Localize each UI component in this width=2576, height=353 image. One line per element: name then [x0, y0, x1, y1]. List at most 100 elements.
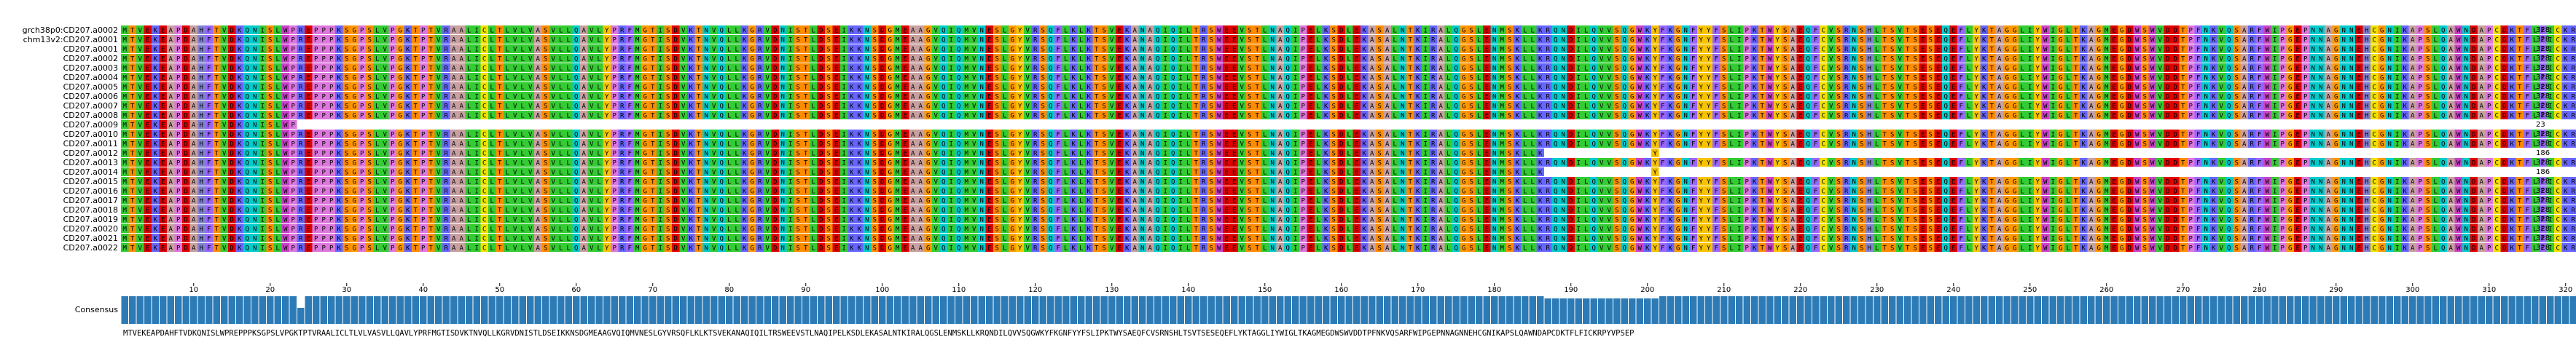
residue-letter: K: [154, 47, 158, 54]
residue-letter: F: [2526, 37, 2529, 44]
residue-letter: M: [1500, 66, 1505, 73]
residue-letter: L: [1263, 47, 1267, 54]
residue-letter: T: [1761, 66, 1765, 73]
residue-letter: T: [1194, 66, 1199, 73]
residue-letter: A: [582, 66, 587, 73]
residue-letter: N: [980, 47, 984, 54]
residue-letter: A: [582, 47, 587, 54]
residue-letter: V: [934, 94, 939, 101]
residue-letter: G: [2288, 84, 2292, 92]
residue-letter: F: [1715, 28, 1718, 35]
residue-letter: T: [498, 66, 502, 73]
residue-letter: L: [1317, 37, 1320, 44]
residue-letter: K: [2212, 37, 2216, 44]
residue-letter: I: [2395, 47, 2399, 54]
residue-letter: F: [1960, 47, 1963, 54]
residue-letter: F: [1691, 47, 1695, 54]
residue-letter: S: [1890, 84, 1894, 92]
residue-letter: Y: [1776, 37, 1780, 44]
residue-letter: S: [1929, 84, 1933, 92]
residue-letter: V: [436, 94, 441, 101]
residue-letter: G: [1011, 94, 1014, 101]
residue-letter: K: [689, 37, 694, 44]
residue-letter: S: [1210, 66, 1213, 73]
residue-letter: G: [2097, 28, 2101, 35]
residue-letter: T: [804, 37, 808, 44]
residue-letter: P: [2419, 75, 2423, 82]
residue-letter: M: [635, 47, 640, 54]
residue-letter: L: [276, 75, 280, 82]
residue-letter: Q: [574, 47, 578, 54]
residue-letter: L: [735, 75, 739, 82]
residue-letter: L: [559, 28, 563, 35]
sequence-row[interactable]: MTVEKEAPDAHFTVDKQNISLWPREPPPKSGPSLVPGKTP…: [121, 73, 2576, 82]
residue-letter: V: [1600, 94, 1604, 101]
residue-letter: S: [1470, 66, 1473, 73]
residue-letter: K: [743, 84, 747, 92]
residue-letter: S: [1783, 66, 1787, 73]
residue-letter: Q: [1592, 84, 1596, 92]
residue-letter: G: [1011, 66, 1014, 73]
residue-letter: L: [727, 94, 731, 101]
residue-letter: S: [1860, 66, 1863, 73]
residue-letter: Y: [1707, 75, 1711, 82]
sequence-row[interactable]: MTVEKEAPDAHFTVDKQNISLWPREPPPKSGPSLVPGKTP…: [121, 44, 2576, 54]
sequence-row[interactable]: MTVEKEAPDAHFTVDKQNISLWPREPPPKSGPSLVPGKTP…: [121, 82, 2576, 92]
residue-letter: N: [1271, 47, 1275, 54]
residue-letter: V: [552, 84, 556, 92]
residue-letter: Q: [1049, 47, 1052, 54]
residue-letter: T: [414, 56, 418, 63]
residue-letter: P: [2281, 75, 2285, 82]
residue-letter: K: [2082, 66, 2086, 73]
residue-letter: K: [154, 37, 158, 44]
residue-letter: C: [1822, 56, 1825, 63]
sequence-row[interactable]: MTVEKEAPDAHFTVDKQNISLWPREPPPKSGPSLVPGKTP…: [121, 63, 2576, 73]
sequence-row[interactable]: MTVEKEAPDAHFTVDKQNISLWPREPPPKSGPSLVPGKTP…: [121, 35, 2576, 44]
residue-letter: C: [2495, 37, 2499, 44]
residue-letter: D: [2166, 37, 2169, 44]
residue-letter: L: [2021, 47, 2024, 54]
residue-letter: K: [2082, 37, 2086, 44]
residue-letter: S: [1103, 28, 1106, 35]
residue-letter: A: [1997, 37, 2002, 44]
residue-letter: V: [528, 94, 533, 101]
residue-letter: R: [1844, 37, 1849, 44]
sequence-row[interactable]: MTVEKEAPDAHFTVDKQNISLWPREPPPKSGPSLVPGKTP…: [121, 92, 2576, 101]
residue-letter: F: [207, 75, 211, 82]
residue-letter: P: [1301, 47, 1306, 54]
residue-letter: P: [2487, 56, 2491, 63]
residue-letter: K: [2403, 37, 2408, 44]
residue-letter: I: [2051, 28, 2055, 35]
sequence-row[interactable]: MTVEKEAPDAHFTVDKQNISLWPREPPPKSGPSLVPGKTP…: [121, 25, 2576, 35]
residue-letter: G: [2097, 47, 2101, 54]
residue-letter: Y: [1018, 84, 1022, 92]
residue-letter: T: [414, 37, 418, 44]
residue-letter: Q: [1554, 56, 1557, 63]
sequence-row[interactable]: MTVEKEAPDAHFTVDKQNISLWPREPPPKSGPSLVPGKTP…: [121, 54, 2576, 63]
residue-letter: T: [1194, 56, 1199, 63]
residue-letter: P: [2487, 28, 2491, 35]
residue-letter: P: [2189, 28, 2193, 35]
residue-letter: V: [383, 47, 388, 54]
residue-letter: K: [1669, 37, 1673, 44]
residue-letter: T: [651, 84, 655, 92]
residue-letter: V: [766, 66, 770, 73]
residue-letter: K: [154, 84, 158, 92]
residue-letter: S: [873, 84, 877, 92]
residue-letter: N: [1271, 56, 1275, 63]
residue-letter: D: [2128, 56, 2131, 63]
residue-letter: E: [1225, 28, 1229, 35]
residue-letter: Q: [1455, 47, 1458, 54]
residue-letter: L: [1875, 47, 1879, 54]
residue-letter: L: [1730, 37, 1734, 44]
residue-letter: W: [2150, 75, 2155, 82]
residue-letter: I: [1164, 75, 1167, 82]
residue-letter: S: [1722, 84, 1726, 92]
residue-letter: E: [2113, 66, 2116, 73]
residue-letter: K: [1416, 84, 1420, 92]
residue-letter: I: [2051, 84, 2055, 92]
residue-letter: S: [1103, 75, 1106, 82]
residue-letter: N: [2311, 66, 2315, 73]
residue-letter: Q: [941, 56, 945, 63]
